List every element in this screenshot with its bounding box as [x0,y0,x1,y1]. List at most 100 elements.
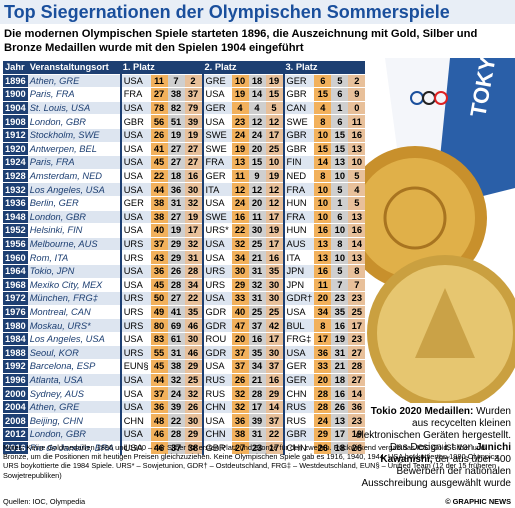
medal-count: 28 [167,278,185,293]
country: USA [119,278,151,293]
country: FRG‡ [282,332,315,347]
medal-count: 36 [150,400,168,415]
year: 1904 [3,101,28,116]
medal-illustration: TOKYO [345,58,515,403]
table-row: 1976 Montreal, CAN URS 49 41 35 GDR 40 25 25 USA 34… [3,305,366,320]
medal-count: 37 [150,237,168,252]
medal-count: 37 [150,386,168,401]
medal-count: 13 [314,237,332,252]
medal-count: 23 [231,114,249,129]
year: 1928 [3,169,28,184]
medal-count: 44 [150,182,168,197]
medal-count: 51 [167,114,185,129]
medal-count: 17 [265,441,284,456]
medal-count: 29 [184,359,203,374]
medal-count: 34 [314,305,332,320]
venue: Mexiko City, MEX [27,278,121,293]
medal-count: 38 [231,427,249,442]
medal-count: 4 [314,101,332,116]
country: GER [119,196,151,211]
country: CHN [201,427,232,442]
medal-count: 24 [314,413,332,429]
table-row: 1960 Rom, ITA URS 43 29 31 USA 34 21 16 ITA 13 10 13 [3,250,366,265]
year: 1900 [3,87,28,102]
medal-count: 38 [150,210,168,225]
country: GBR [201,441,232,456]
table-row: 1912 Stockholm, SWE USA 26 19 19 SWE 24 24 17 GBR 1… [3,128,366,143]
medal-count: 28 [314,400,332,415]
medal-count: 14 [314,155,332,170]
medal-table: Jahr Veranstaltungsort 1. Platz 2. Platz 3. … [3,61,366,456]
country: GDR [201,345,232,361]
country: GBR [282,128,315,143]
medal-count: 38 [150,196,168,211]
medal-count: 34 [248,359,266,374]
medal-count: 9 [248,169,266,184]
country: ROU [201,332,232,347]
medal-count: 27 [231,441,249,456]
year: 1996 [3,373,28,388]
medal-count: 16 [265,250,284,265]
medal-count: 13 [348,250,366,265]
medal-count: 22 [184,291,203,306]
medal-count: 22 [265,427,284,442]
medal-count: 41 [150,142,168,157]
country: USA [282,345,315,361]
country: JPN [282,264,315,279]
table-row: 1980 Moskau, URS* URS 80 69 46 GDR 47 37 42 BUL 8 16… [3,318,366,333]
medal-count: 28 [248,386,266,401]
medal-count: 41 [167,305,185,320]
medal-count: 14 [265,400,284,415]
medal-count: 82 [167,101,185,116]
medal-count: 30 [184,332,203,347]
country: USA [201,87,232,102]
medal-count: 12 [231,182,249,197]
country: CAN [282,101,315,116]
medal-count: 19 [231,87,249,102]
medal-count: 50 [150,291,168,306]
country: HUN [282,223,315,238]
country: FRA [201,155,232,170]
caption: Tokio 2020 Medaillen: Wurden aus recycel… [355,406,511,490]
country: GER [282,74,315,89]
country: URS [201,278,232,293]
medal-count: 14 [248,87,266,102]
country: SWE [282,114,315,129]
country: USA [119,332,151,347]
country: SWE [201,128,232,143]
medal-count: 37 [231,345,249,361]
column-header: 3. Platz [283,61,366,75]
medal-count: 21 [331,359,349,374]
country: GER [282,373,315,388]
venue: Beijing, CHN [27,413,121,429]
venue: London, GBR [27,210,121,225]
country: USA [119,427,151,442]
medal-count: 15 [314,142,332,157]
medal-count: 36 [348,400,366,415]
medal-count: 28 [314,386,332,401]
medal-count: 19 [331,332,349,347]
medal-count: 32 [231,386,249,401]
medal-count: 11 [348,114,366,129]
table-row: 1984 Los Angeles, USA USA 83 61 30 ROU 20 16 17 FR… [3,332,366,347]
medal-count: 17 [184,223,203,238]
medal-count: 46 [150,427,168,442]
venue: Los Angeles, USA [27,332,121,347]
country: USA [119,386,151,401]
table-row: 1932 Los Angeles, USA USA 44 36 30 ITA 12 12 12 FR… [3,182,366,197]
table-row: 1992 Barcelona, ESP EUN§ 45 38 29 USA 37 34 37 GER… [3,359,366,374]
medal-count: 17 [265,210,284,225]
medal-count: 17 [248,400,266,415]
country: CHN [282,386,315,401]
venue: Barcelona, ESP [27,359,121,374]
medal-count: 80 [150,318,168,333]
medal-count: 6 [331,210,349,225]
country: AUS [282,237,315,252]
medal-count: 12 [265,182,284,197]
country: GDR [201,305,232,320]
country: URS [119,318,151,333]
table-row: 1972 München, FRG‡ URS 50 27 22 USA 33 31 30 GDR† 2… [3,291,366,306]
table-row: 2016 Rio de Janeiro, BRA USA 46 37 38 GBR 27 23 1… [3,441,366,456]
year: 1972 [3,291,28,306]
country: USA [119,210,151,225]
